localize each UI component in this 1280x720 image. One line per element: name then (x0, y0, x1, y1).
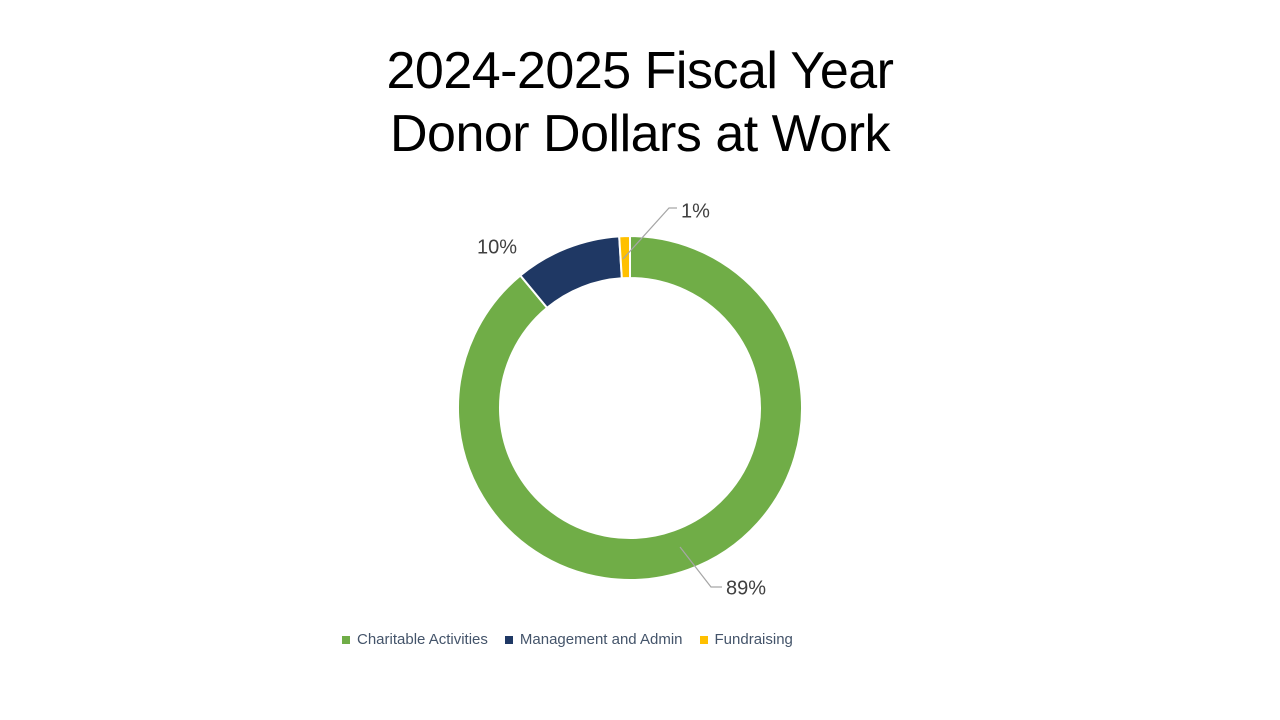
chart-title: 2024-2025 Fiscal Year Donor Dollars at W… (0, 40, 1280, 166)
legend-swatch-charitable-activities (342, 635, 350, 644)
legend-item-charitable-activities: Charitable Activities (342, 631, 488, 648)
leader-line-charitable (679, 546, 722, 588)
leader-line-fundraising (622, 207, 677, 260)
data-label-charitable-activities: 89% (726, 577, 767, 600)
legend-item-fundraising: Fundraising (699, 631, 793, 648)
chart-title-line1: 2024-2025 Fiscal Year (386, 42, 895, 100)
legend-label: Fundraising (714, 631, 793, 648)
legend-item-management-and-admin: Management and Admin (504, 631, 683, 648)
legend-swatch-fundraising (699, 635, 708, 644)
chart-title-line2: Donor Dollars at Work (389, 105, 891, 163)
legend-label: Charitable Activities (357, 631, 488, 648)
data-label-fundraising: 1% (681, 200, 710, 223)
data-label-management-and-admin: 10% (476, 236, 518, 259)
legend-swatch-management-and-admin (504, 635, 513, 644)
chart-legend: Charitable Activities Management and Admi… (342, 631, 793, 648)
legend-label: Management and Admin (519, 631, 683, 648)
donut-slice-charitable-activities (456, 234, 803, 581)
